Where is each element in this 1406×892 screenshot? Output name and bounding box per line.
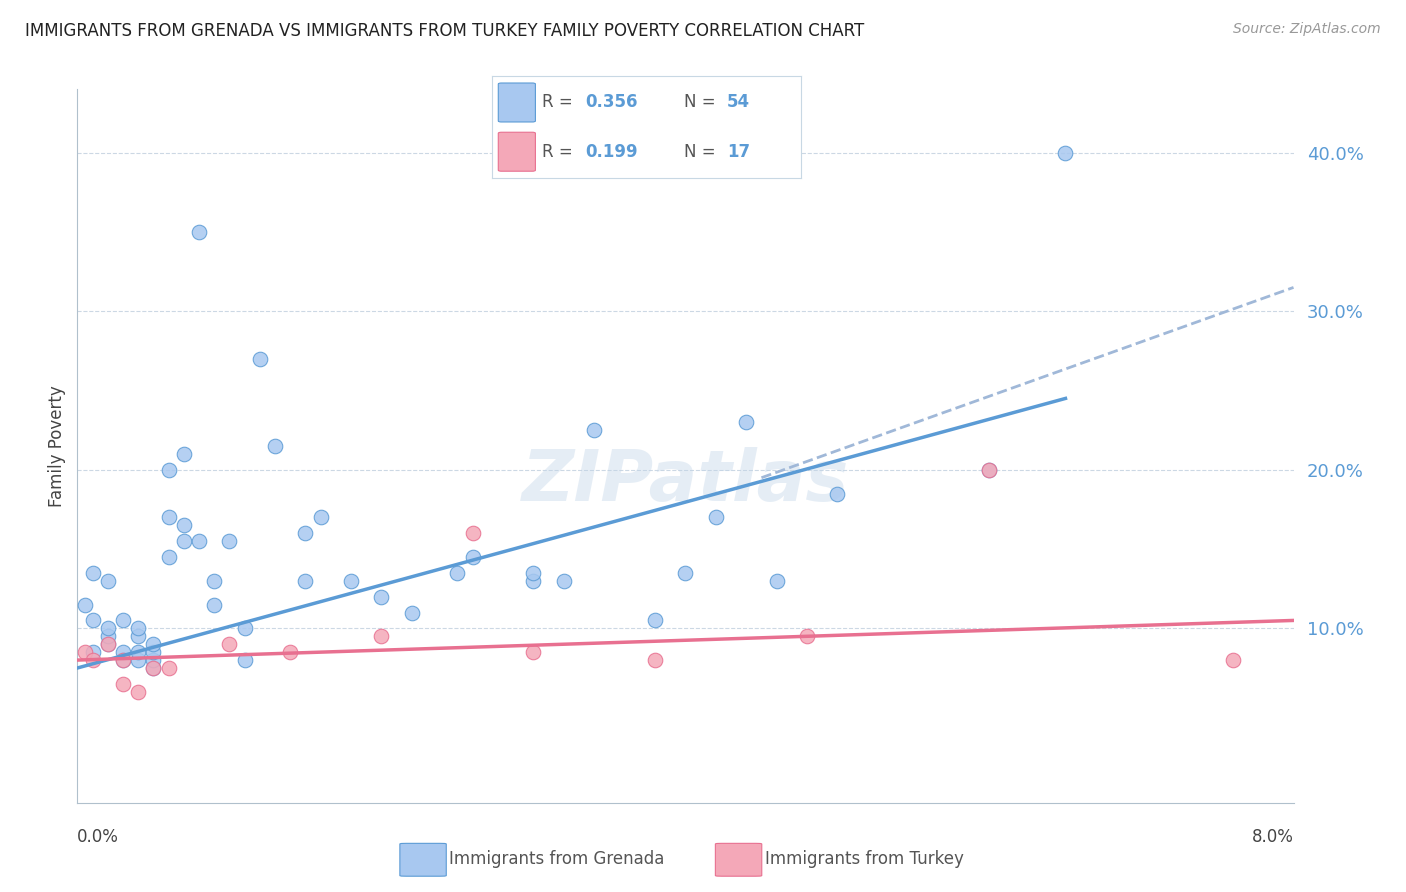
Text: Immigrants from Grenada: Immigrants from Grenada: [450, 849, 665, 868]
Point: [249, 351, 271, 366]
Point: [1054, 145, 1077, 160]
Point: [127, 653, 149, 667]
Point: [82, 566, 104, 580]
Text: N =: N =: [683, 94, 721, 112]
Point: [522, 574, 544, 588]
Point: [111, 653, 134, 667]
Point: [979, 463, 1001, 477]
Point: [127, 645, 149, 659]
Point: [675, 566, 697, 580]
Point: [202, 574, 225, 588]
Point: [704, 510, 727, 524]
FancyBboxPatch shape: [399, 843, 446, 876]
Point: [142, 653, 165, 667]
Point: [111, 677, 134, 691]
Point: [309, 510, 332, 524]
Point: [188, 225, 211, 239]
Point: [294, 574, 316, 588]
Point: [82, 645, 104, 659]
Text: IMMIGRANTS FROM GRENADA VS IMMIGRANTS FROM TURKEY FAMILY POVERTY CORRELATION CHA: IMMIGRANTS FROM GRENADA VS IMMIGRANTS FR…: [25, 22, 865, 40]
Point: [157, 549, 180, 564]
Point: [583, 423, 606, 437]
Point: [142, 661, 165, 675]
Point: [82, 614, 104, 628]
Point: [644, 653, 666, 667]
Point: [461, 526, 484, 541]
Point: [765, 574, 787, 588]
Text: 8.0%: 8.0%: [1251, 828, 1294, 846]
Point: [157, 661, 180, 675]
Point: [97, 637, 120, 651]
Text: Immigrants from Turkey: Immigrants from Turkey: [765, 849, 963, 868]
Point: [97, 621, 120, 635]
Text: 54: 54: [727, 94, 751, 112]
Point: [127, 621, 149, 635]
Point: [127, 685, 149, 699]
Y-axis label: Family Poverty: Family Poverty: [48, 385, 66, 507]
Text: 0.199: 0.199: [585, 143, 637, 161]
Point: [73, 598, 96, 612]
Point: [340, 574, 363, 588]
Point: [188, 534, 211, 549]
Point: [522, 645, 544, 659]
Point: [157, 463, 180, 477]
Point: [553, 574, 575, 588]
Point: [979, 463, 1001, 477]
Point: [644, 614, 666, 628]
Point: [294, 526, 316, 541]
Point: [142, 645, 165, 659]
Point: [142, 661, 165, 675]
Point: [401, 606, 423, 620]
Point: [522, 566, 544, 580]
Point: [218, 637, 240, 651]
Point: [264, 439, 287, 453]
Point: [233, 621, 256, 635]
Text: 17: 17: [727, 143, 751, 161]
Point: [461, 549, 484, 564]
Point: [157, 510, 180, 524]
Point: [173, 518, 195, 533]
Point: [111, 653, 134, 667]
Point: [278, 645, 301, 659]
Point: [446, 566, 468, 580]
Point: [142, 637, 165, 651]
Text: N =: N =: [683, 143, 721, 161]
Point: [111, 614, 134, 628]
Point: [796, 629, 818, 643]
Text: R =: R =: [541, 143, 578, 161]
Point: [218, 534, 240, 549]
Point: [370, 590, 392, 604]
Point: [111, 645, 134, 659]
Point: [735, 415, 758, 429]
Point: [173, 447, 195, 461]
FancyBboxPatch shape: [498, 83, 536, 122]
Point: [1222, 653, 1244, 667]
Text: ZIPatlas: ZIPatlas: [522, 447, 849, 516]
Point: [233, 653, 256, 667]
Point: [202, 598, 225, 612]
FancyBboxPatch shape: [716, 843, 762, 876]
Point: [173, 534, 195, 549]
Point: [370, 629, 392, 643]
Point: [82, 653, 104, 667]
FancyBboxPatch shape: [498, 132, 536, 171]
Point: [127, 629, 149, 643]
Text: 0.356: 0.356: [585, 94, 637, 112]
Point: [97, 574, 120, 588]
Point: [97, 629, 120, 643]
Text: Source: ZipAtlas.com: Source: ZipAtlas.com: [1233, 22, 1381, 37]
Point: [97, 637, 120, 651]
Text: 0.0%: 0.0%: [77, 828, 120, 846]
Point: [827, 486, 849, 500]
Point: [73, 645, 96, 659]
Text: R =: R =: [541, 94, 578, 112]
